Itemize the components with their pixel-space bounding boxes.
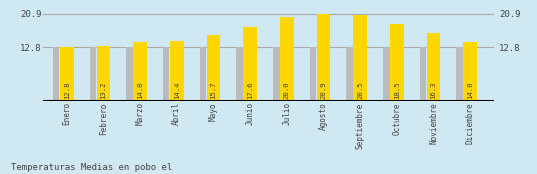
Bar bbox=[243, 27, 257, 101]
Bar bbox=[53, 48, 60, 101]
Text: 18.5: 18.5 bbox=[394, 82, 400, 99]
Text: 13.2: 13.2 bbox=[100, 82, 106, 99]
Bar bbox=[390, 24, 404, 101]
Bar bbox=[126, 48, 133, 101]
Text: Temperaturas Medias en pobo el: Temperaturas Medias en pobo el bbox=[11, 163, 172, 172]
Text: 14.0: 14.0 bbox=[137, 82, 143, 99]
Bar bbox=[200, 48, 206, 101]
Text: 14.4: 14.4 bbox=[174, 82, 180, 99]
Bar bbox=[207, 35, 221, 101]
Text: 20.9: 20.9 bbox=[321, 82, 326, 99]
Text: 12.8: 12.8 bbox=[64, 82, 70, 99]
Bar bbox=[60, 48, 74, 101]
Bar bbox=[463, 42, 477, 101]
Bar bbox=[309, 48, 316, 101]
Bar bbox=[346, 48, 353, 101]
Bar bbox=[236, 48, 243, 101]
Bar bbox=[426, 33, 440, 101]
Bar bbox=[163, 48, 170, 101]
Bar bbox=[273, 48, 279, 101]
Bar bbox=[383, 48, 389, 101]
Bar bbox=[456, 48, 463, 101]
Bar bbox=[316, 14, 330, 101]
Text: 14.0: 14.0 bbox=[467, 82, 473, 99]
Bar bbox=[353, 15, 367, 101]
Text: 15.7: 15.7 bbox=[211, 82, 216, 99]
Text: 20.0: 20.0 bbox=[284, 82, 290, 99]
Bar bbox=[97, 46, 111, 101]
Bar bbox=[90, 48, 96, 101]
Bar bbox=[419, 48, 426, 101]
Bar bbox=[170, 41, 184, 101]
Text: 16.3: 16.3 bbox=[431, 82, 437, 99]
Text: 17.6: 17.6 bbox=[247, 82, 253, 99]
Bar bbox=[133, 42, 147, 101]
Bar bbox=[280, 17, 294, 101]
Text: 20.5: 20.5 bbox=[357, 82, 363, 99]
